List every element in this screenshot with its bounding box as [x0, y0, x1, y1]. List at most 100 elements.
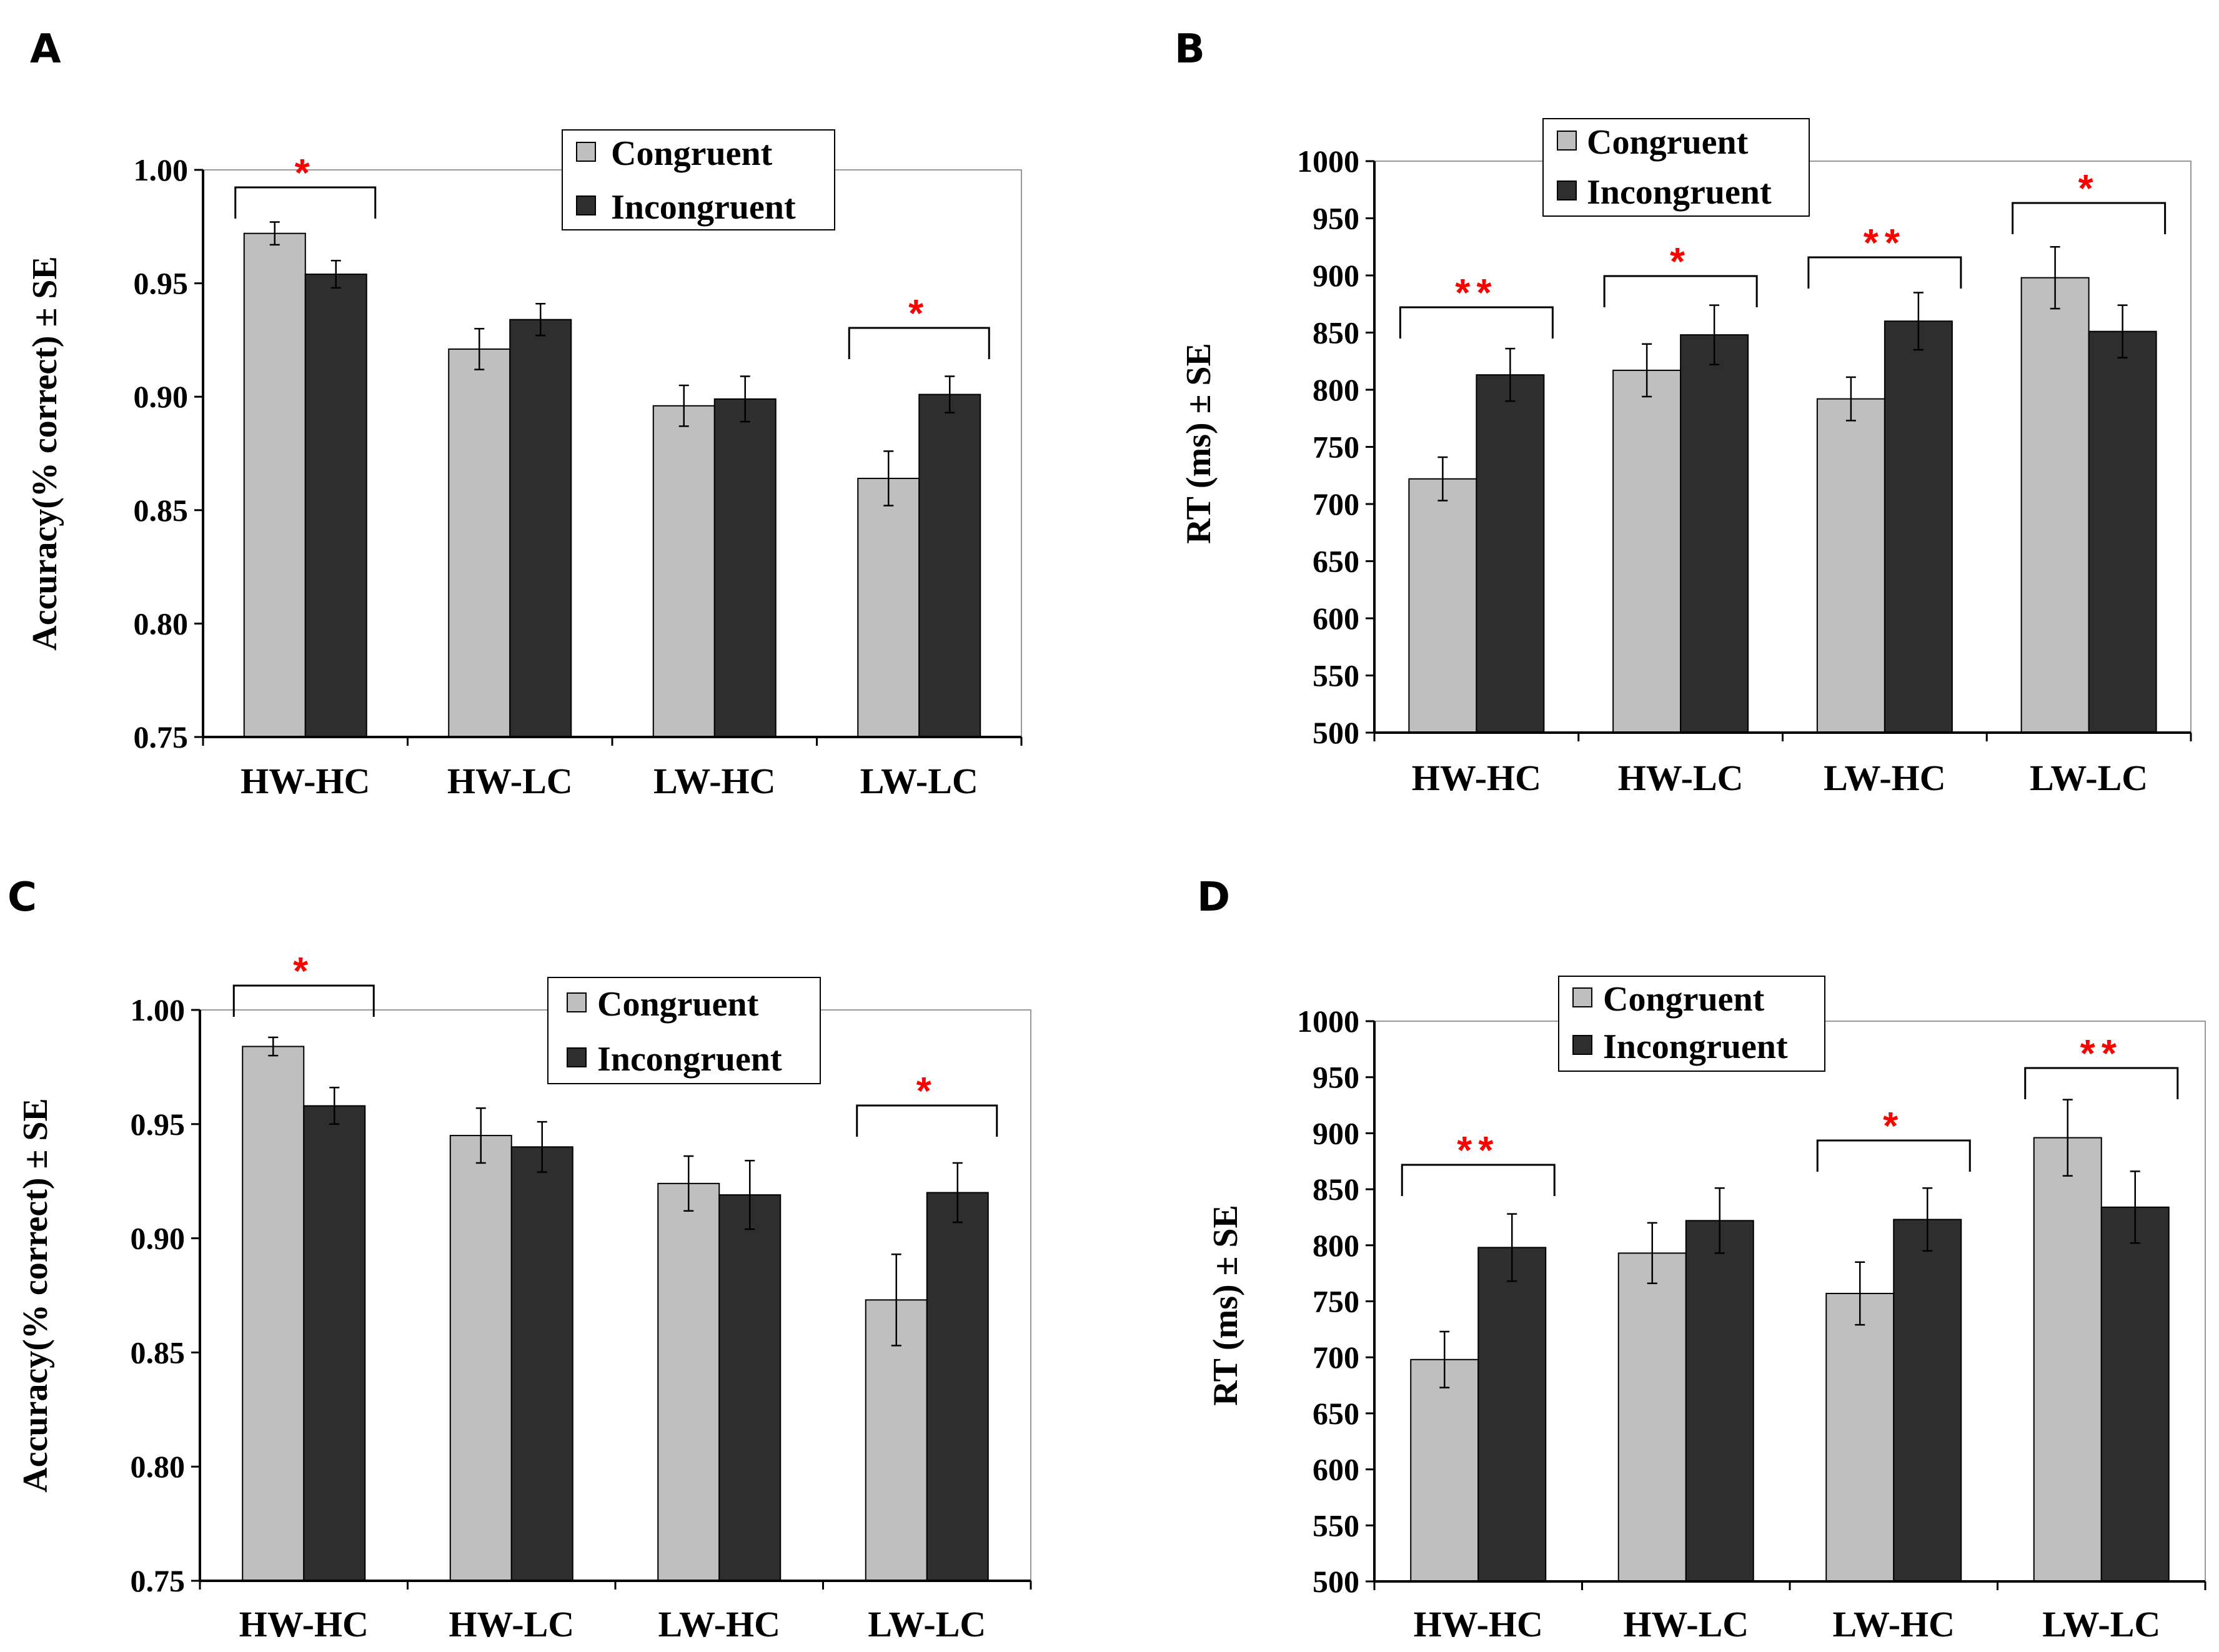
significance-group: **: [234, 152, 990, 359]
y-tick-label: 600: [1313, 1452, 1359, 1487]
x-category-label: LW-HC: [653, 761, 776, 801]
significance-group: *****: [1401, 1032, 2179, 1196]
y-tick-label: 0.85: [131, 1335, 186, 1370]
legend: Congruent Incongruent: [1558, 976, 1825, 1072]
x-category-label: LW-LC: [2042, 1604, 2160, 1645]
legend-box: [547, 977, 821, 1084]
legend-box: [1542, 118, 1810, 217]
bar-congruent: [242, 1046, 305, 1581]
bar-group: [1410, 1137, 2170, 1583]
bar-incongruent: [713, 398, 777, 738]
significance-marker: *: [295, 152, 316, 195]
bar-incongruent: [304, 274, 367, 738]
y-tick-label: 850: [1313, 315, 1359, 350]
y-tick-label: 500: [1313, 1564, 1359, 1599]
legend: Congruent Incongruent: [547, 977, 821, 1084]
x-axis-categories: HW-HC HW-LC LW-HC LW-LC: [241, 761, 978, 801]
bar-incongruent: [1680, 334, 1749, 733]
y-tick-label: 1.00: [134, 152, 189, 187]
legend-swatch-congruent: [1572, 987, 1592, 1007]
legend-swatch-congruent: [567, 992, 587, 1012]
significance-marker: *: [2078, 167, 2100, 210]
x-category-label: HW-LC: [1623, 1604, 1749, 1645]
bar-group: [1408, 277, 2157, 734]
y-tick-label: 850: [1313, 1172, 1359, 1207]
panel-letter: A: [30, 26, 61, 72]
significance-marker: **: [2080, 1032, 2123, 1076]
panel-letter: C: [7, 874, 37, 921]
significance-bracket: [1399, 306, 1554, 339]
y-axis-label: Accuracy(% correct) ± SE: [16, 1098, 55, 1492]
legend: Congruent Incongruent: [562, 129, 835, 230]
y-tick-label: 900: [1313, 258, 1359, 293]
y-tick-label: 0.85: [134, 493, 189, 528]
bar-congruent: [2033, 1137, 2102, 1583]
significance-group: **: [232, 950, 998, 1137]
legend: Congruent Incongruent: [1542, 118, 1810, 217]
bar-incongruent: [510, 1146, 573, 1581]
legend-label-incongruent: Incongruent: [1603, 1027, 1788, 1066]
y-tick-label: 950: [1313, 1060, 1359, 1095]
bar-congruent: [652, 405, 715, 738]
bar-congruent: [657, 1182, 720, 1581]
x-category-label: LW-HC: [1824, 758, 1946, 798]
y-tick-label: 0.90: [131, 1221, 186, 1256]
x-category-label: LW-LC: [860, 761, 978, 801]
significance-marker: *: [916, 1070, 938, 1113]
significance-bracket: [1807, 256, 1962, 289]
x-category-label: HW-LC: [447, 761, 573, 801]
x-category-label: HW-HC: [239, 1604, 369, 1645]
y-tick-label: 0.75: [131, 1563, 186, 1598]
y-axis-label: RT (ms) ± SE: [1179, 343, 1218, 544]
x-category-label: LW-LC: [2030, 758, 2148, 798]
y-axis-ticks: 500 550 600 650 700 750 800 850 900 950 1000: [1297, 144, 2192, 750]
bar-congruent: [857, 477, 920, 738]
legend-swatch-congruent: [576, 142, 596, 162]
error-bar-group: [269, 221, 955, 507]
bar-incongruent: [918, 393, 981, 738]
panel-letter: D: [1197, 874, 1230, 921]
bar-incongruent: [1893, 1219, 1962, 1582]
legend-label-congruent: Congruent: [611, 134, 773, 173]
y-tick-label: 800: [1313, 1228, 1359, 1263]
error-bar-group: [1437, 246, 2128, 502]
legend-swatch-incongruent: [1572, 1035, 1592, 1055]
bar-incongruent: [718, 1194, 782, 1581]
bar-congruent: [1410, 1358, 1479, 1583]
x-category-label: LW-HC: [658, 1604, 780, 1645]
y-tick-label: 650: [1313, 544, 1359, 579]
error-bar-group: [268, 1036, 963, 1347]
y-tick-label: 950: [1313, 201, 1359, 236]
significance-bracket: [234, 186, 377, 219]
error-bar-group: [1439, 1099, 2140, 1388]
y-tick-label: 800: [1313, 372, 1359, 407]
significance-bracket: [848, 327, 990, 359]
y-tick-label: 550: [1313, 658, 1359, 693]
legend-swatch-congruent: [1557, 131, 1577, 151]
legend-swatch-incongruent: [567, 1047, 587, 1067]
y-tick-label: 650: [1313, 1396, 1359, 1431]
bar-incongruent: [1477, 1247, 1547, 1582]
y-tick-label: 1000: [1297, 144, 1359, 179]
y-tick-label: 1000: [1297, 1004, 1359, 1039]
panel-c: C 0.750.800.850.900.951.00 ** HW-HC HW-LC…: [7, 874, 1032, 1645]
bar-congruent: [448, 348, 511, 738]
bar-incongruent: [509, 319, 572, 738]
x-category-label: LW-HC: [1832, 1604, 1955, 1645]
legend-box: [1558, 976, 1825, 1072]
bar-incongruent: [1884, 320, 1953, 733]
significance-group: *** ***: [1399, 167, 2167, 339]
y-tick-label: 500: [1313, 715, 1359, 750]
x-axis-categories: HW-HC HW-LC LW-HC LW-LC: [1414, 1604, 2161, 1645]
y-tick-label: 0.95: [131, 1107, 186, 1142]
bar-incongruent: [2088, 330, 2157, 733]
legend-swatch-incongruent: [1557, 181, 1577, 200]
significance-marker: *: [1670, 240, 1691, 284]
x-category-label: LW-LC: [868, 1604, 986, 1645]
significance-bracket: [1401, 1164, 1556, 1196]
x-category-label: HW-HC: [241, 761, 370, 801]
legend-label-incongruent: Incongruent: [1587, 173, 1772, 212]
